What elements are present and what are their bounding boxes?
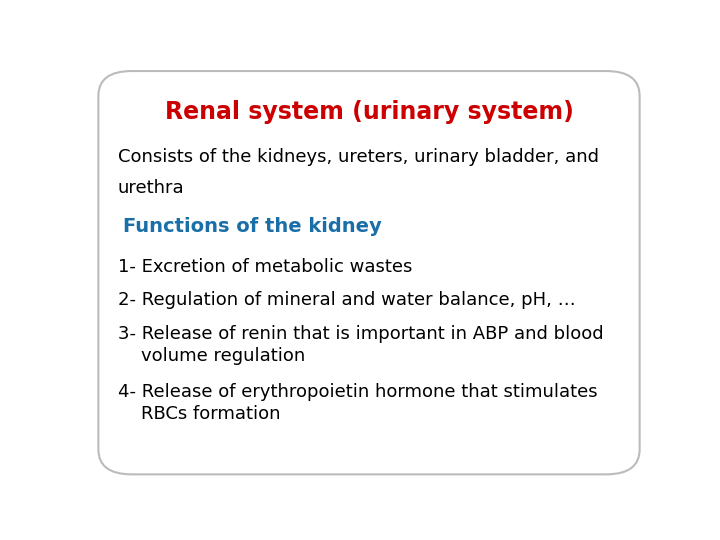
Text: urethra: urethra <box>118 179 184 197</box>
Text: 4- Release of erythropoietin hormone that stimulates
    RBCs formation: 4- Release of erythropoietin hormone tha… <box>118 383 598 423</box>
Text: 1- Excretion of metabolic wastes: 1- Excretion of metabolic wastes <box>118 258 413 276</box>
Text: Consists of the kidneys, ureters, urinary bladder, and: Consists of the kidneys, ureters, urinar… <box>118 148 599 166</box>
Text: Functions of the kidney: Functions of the kidney <box>124 217 382 235</box>
FancyBboxPatch shape <box>99 71 639 474</box>
Text: 3- Release of renin that is important in ABP and blood
    volume regulation: 3- Release of renin that is important in… <box>118 325 603 365</box>
Text: 2- Regulation of mineral and water balance, pH, …: 2- Regulation of mineral and water balan… <box>118 292 576 309</box>
Text: Renal system (urinary system): Renal system (urinary system) <box>165 100 573 124</box>
